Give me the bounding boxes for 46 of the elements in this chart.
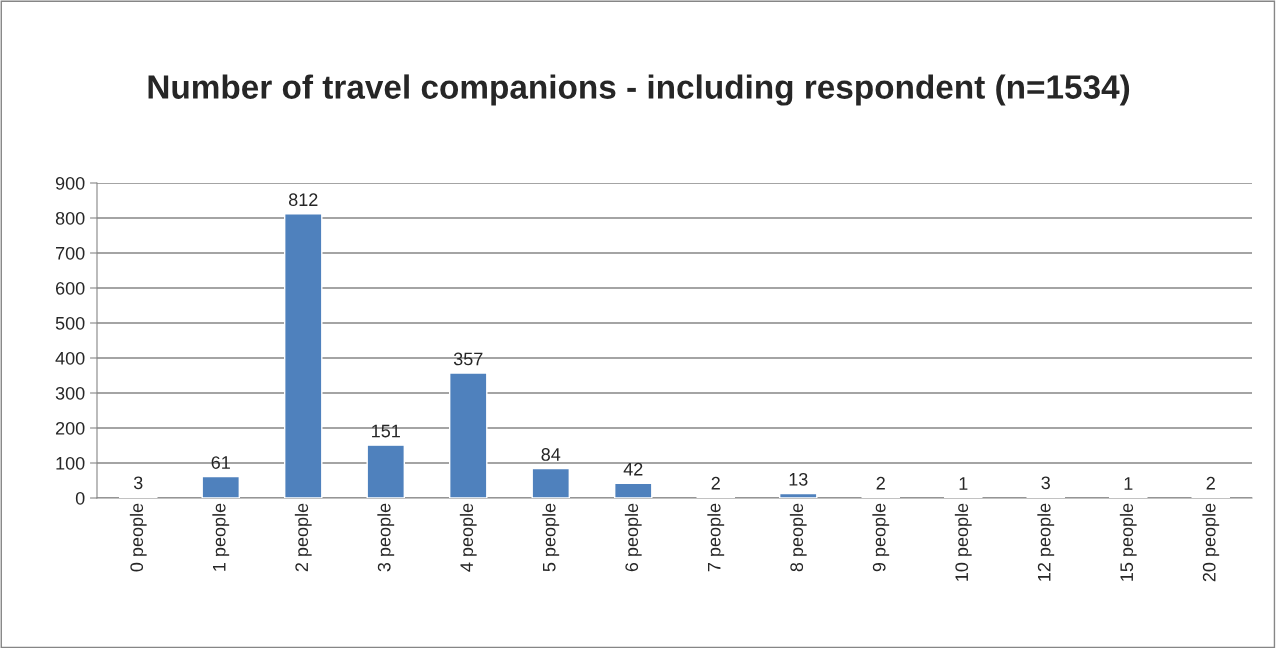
x-tick-label: 9 people [872,503,890,572]
data-label: 13 [789,472,808,486]
data-label: 1 [1124,477,1133,490]
bar [613,482,653,498]
x-tick-label: 2 people [294,503,312,572]
data-label: 2 [876,476,885,490]
x-tick-label: 0 people [129,503,147,572]
y-tick-label: 500 [55,316,85,330]
data-label: 84 [541,448,561,461]
bar [201,475,241,498]
x-tick-label: 6 people [624,503,642,572]
x-tick-label: 1 people [212,503,230,571]
data-label: 357 [453,352,483,366]
bar [448,372,488,498]
y-tick-label: 100 [56,456,85,470]
y-tick-label: 900 [55,176,85,190]
y-tick-label: 400 [55,351,85,365]
x-tick-label: 5 people [542,503,560,572]
x-tick-label: 20 people [1202,503,1220,582]
y-tick-label: 300 [55,386,85,400]
y-tick-label: 700 [56,246,85,260]
x-tick-label: 7 people [707,503,725,572]
data-label: 151 [372,424,400,438]
data-label: 2 [1206,476,1215,490]
chart-title: Number of travel companions - including respondent (n=1534) [148,74,1130,106]
bar [366,444,406,498]
data-label: 61 [211,456,230,469]
x-tick-label: 15 people [1119,503,1137,581]
x-tick-label: 3 people [377,503,395,572]
y-tick-label: 600 [55,281,85,295]
bar [778,492,818,498]
x-tick-label: 10 people [954,503,972,581]
bar [531,467,571,498]
data-label: 3 [133,476,143,490]
data-label: 2 [711,476,720,490]
x-tick-label: 12 people [1037,503,1055,581]
y-tick-label: 800 [55,211,85,225]
data-label: 42 [623,462,643,476]
x-tick-label: 4 people [459,503,477,572]
data-label: 812 [288,193,318,207]
x-tick-label: 8 people [789,503,807,572]
data-label: 3 [1041,476,1050,490]
y-tick-label: 200 [55,421,85,435]
y-tick-label: 0 [75,491,85,505]
bar [283,213,323,498]
data-label: 1 [959,477,968,490]
